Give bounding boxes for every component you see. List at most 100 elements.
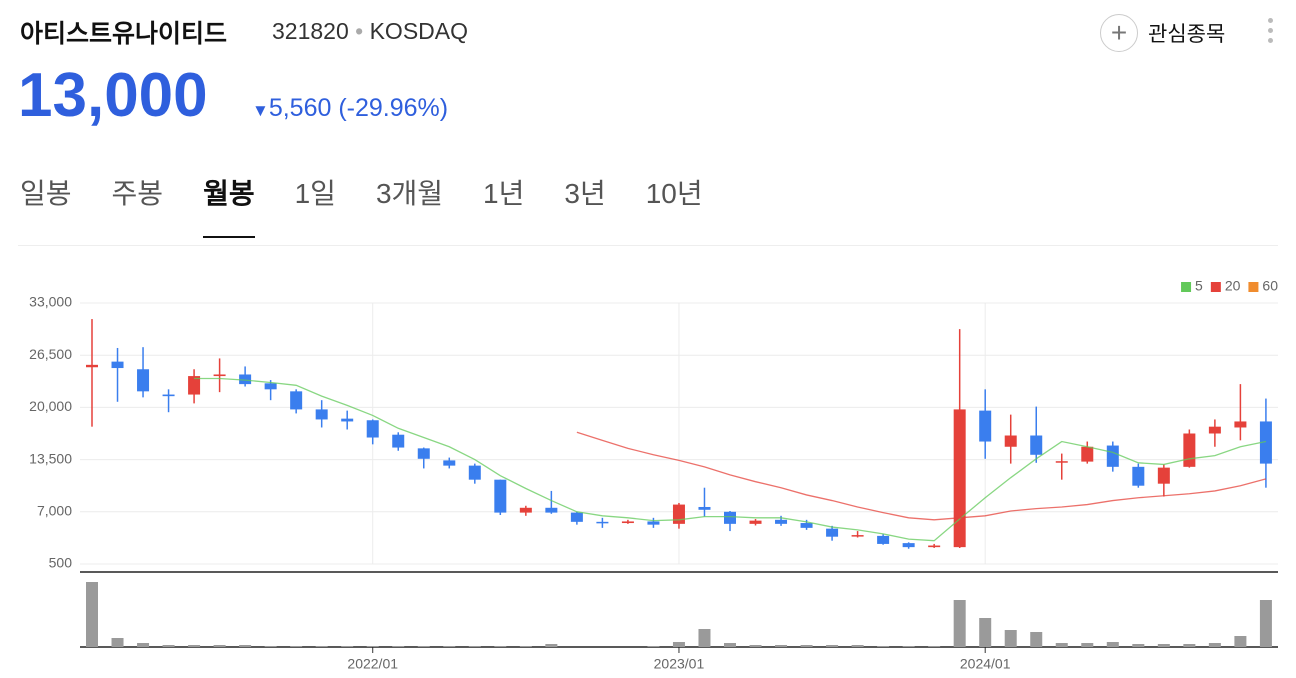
volume-bar [264,646,277,647]
tab[interactable]: 1일 [294,178,336,209]
tab[interactable]: 10년 [645,178,703,209]
volume-bar [137,643,150,647]
candle-body [1106,445,1119,467]
volume-bar [1004,630,1017,647]
ma-line [576,431,1267,521]
volume-bar [1106,642,1119,647]
y-tick-label: 20,000 [29,398,72,414]
volume-bar [1081,643,1094,647]
tab[interactable]: 1년 [483,178,525,209]
candle-body [928,545,941,548]
volume-bar [1259,600,1272,647]
candle-body [519,507,532,513]
volume-bar [851,645,864,647]
legend-label: 60 [1262,278,1278,294]
watch-button[interactable]: + 관심종목 [1100,14,1225,52]
candle-body [775,519,788,524]
candle-body [264,383,277,390]
volume-bar [1055,643,1068,647]
candle-body [621,521,634,524]
watch-label: 관심종목 [1148,23,1226,46]
code: 321820 [272,18,349,44]
candle-body [111,361,124,369]
legend-swatch [1248,282,1259,292]
volume-bar [86,582,98,647]
volume-bar [1183,644,1196,647]
volume-bar [877,646,890,647]
y-tick-label: 26,500 [29,346,72,362]
candle-body [137,369,150,392]
candle-body [647,521,660,525]
candle-body [800,523,813,528]
candle-body [1081,446,1094,462]
change-pct: (-29.96%) [338,94,449,122]
y-tick-label: 13,500 [29,450,72,466]
candle-body [239,374,252,385]
volume-bar [647,646,660,647]
volume-bar [443,646,456,647]
candle-body [341,418,354,422]
candle-body [443,460,456,466]
legend-swatch [1181,282,1192,292]
volume-bar [775,645,788,647]
volume-bar [315,646,328,647]
candle-body [596,521,609,524]
candle-body [826,528,839,537]
volume-bar [188,645,201,647]
candle-body [162,394,175,397]
candle-body [902,543,915,548]
volume-bar [162,645,175,647]
volume-bar [392,646,405,647]
volume-bar [111,638,124,647]
more-menu[interactable] [1268,18,1276,48]
volume-bar [826,645,839,647]
candle-body [366,420,379,438]
volume-bar [1234,636,1247,647]
tab[interactable]: 3개월 [375,178,444,209]
candle-body [979,410,992,442]
stock-name: 아티스트유나이티드 [20,20,228,48]
ma-line [194,377,1267,542]
change: 5,560 [268,94,332,122]
market: KOSDAQ [369,18,469,44]
plus-icon: + [1100,14,1138,52]
candle-body [1259,421,1272,464]
volume-bar [494,646,507,647]
volume-bar [724,643,736,647]
candle-body [1234,421,1247,428]
candle-body [1208,426,1221,434]
y-tick-label: 7,000 [37,503,72,519]
candle-body [749,520,762,524]
legend-label: 20 [1225,278,1241,294]
candle-body [1157,467,1170,484]
tab[interactable]: 3년 [564,178,606,209]
volume-bar [213,645,226,647]
stock-code: 321820 • KOSDAQ [272,18,469,44]
volume-bar [749,645,762,647]
candle-body [1183,433,1196,467]
candle-body [953,409,966,548]
candle-body [1055,461,1068,463]
candle-body [877,535,890,544]
volume-bar [519,646,532,647]
candle-body [851,535,864,537]
volume-bar [1208,643,1221,647]
volume-bar [979,618,992,647]
tab[interactable]: 주봉 [111,178,164,209]
volume-bar [239,645,252,647]
x-tick-label: 2023/01 [654,656,705,672]
tab[interactable]: 월봉 [203,172,255,238]
x-tick-label: 2024/01 [960,656,1011,672]
period-tabs: 일봉 주봉 월봉 1일 3개월 1년 3년 10년 [20,172,743,238]
volume-bar [1157,644,1170,647]
volume-bar [1132,644,1145,647]
y-tick-label: 33,000 [29,294,72,310]
candle-body [468,465,481,480]
y-tick-label: 500 [49,555,73,571]
candle-body [188,376,201,395]
candle-body [545,507,558,513]
volume-bar [800,645,813,647]
volume-bar [468,646,481,647]
tab[interactable]: 일봉 [20,178,72,209]
